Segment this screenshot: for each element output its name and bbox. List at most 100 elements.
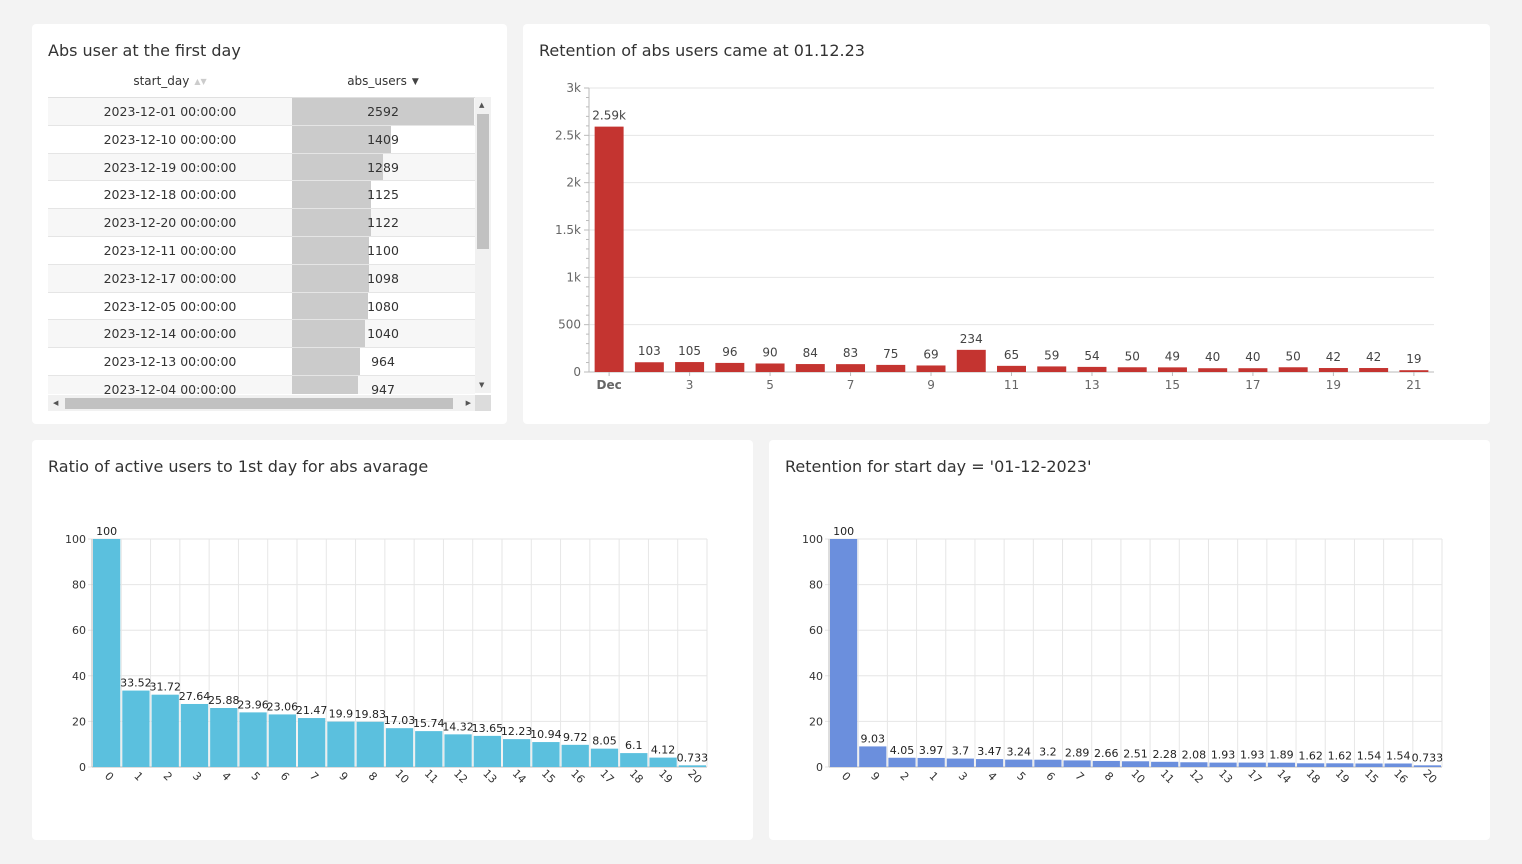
bar (1157, 367, 1187, 372)
table-row[interactable]: 2023-12-10 00:00:00 1409 (48, 125, 475, 154)
cell-abs-users: 1125 (367, 187, 399, 203)
y-tick-label: 2k (566, 176, 581, 190)
bar (1077, 366, 1107, 372)
x-tick-label: 17 (597, 767, 616, 786)
data-label: 42 (1366, 350, 1381, 364)
bar (1413, 765, 1441, 767)
arrow-up-icon[interactable]: ▲ (479, 101, 485, 109)
x-tick-label: 2 (897, 769, 911, 783)
start-day-bar-chart: 0 20 40 60 80 100 100 0 9.03 9 4.05 2 3.97 1 3.7 3 3.47 4… (802, 525, 1444, 786)
x-tick-label: 1 (131, 769, 145, 783)
x-tick-label: 8 (366, 769, 380, 783)
x-tick-label: 4 (985, 769, 999, 783)
bar (675, 362, 705, 372)
data-label: 0.733 (1412, 751, 1444, 764)
data-label: 3.97 (919, 744, 944, 757)
data-label: 12.23 (501, 725, 533, 738)
bar (1238, 762, 1266, 767)
cell-start-day: 2023-12-01 00:00:00 (103, 104, 237, 119)
x-tick-label: 3 (686, 378, 694, 392)
x-tick-label: 14 (1274, 767, 1293, 786)
bar (830, 539, 858, 767)
bar (1092, 760, 1120, 767)
x-tick-label: 10 (1128, 767, 1147, 786)
bar (1209, 762, 1237, 767)
sort-descending-icon[interactable]: ▼ (411, 76, 419, 87)
cell-abs-users: 1040 (367, 326, 399, 342)
bar (1318, 368, 1348, 372)
x-tick-label: 7 (1073, 769, 1087, 783)
data-label: 2.28 (1152, 748, 1177, 761)
x-tick-label: 11 (1158, 767, 1177, 786)
y-tick-label: 100 (65, 533, 86, 546)
table-title: Abs user at the first day (48, 41, 241, 60)
table-row[interactable]: 2023-12-11 00:00:00 1100 (48, 236, 475, 265)
bar (594, 126, 624, 373)
y-tick-label: 40 (809, 670, 823, 683)
cell-start-day: 2023-12-18 00:00:00 (103, 187, 237, 203)
y-tick-label: 100 (802, 533, 823, 546)
bar (649, 757, 677, 767)
x-tick-label: 10 (392, 767, 411, 786)
data-label: 84 (803, 346, 818, 360)
data-label: 19 (1406, 352, 1421, 366)
data-label: 54 (1084, 349, 1099, 363)
data-label: 21.47 (296, 704, 328, 717)
arrow-right-icon[interactable]: ▶ (465, 399, 471, 407)
abs-users-bar (292, 236, 370, 264)
data-label: 0.733 (677, 751, 709, 764)
bar (356, 721, 384, 767)
arrow-down-icon[interactable]: ▼ (479, 381, 485, 389)
ratio-chart-card: Ratio of active users to 1st day for abs… (32, 440, 753, 840)
bar (956, 349, 986, 372)
data-label: 19.83 (354, 708, 386, 721)
x-tick-label: 21 (1406, 378, 1421, 392)
x-tick-label: 19 (1326, 378, 1341, 392)
x-tick-label: 16 (1391, 767, 1410, 786)
table-row[interactable]: 2023-12-13 00:00:00 964 (48, 348, 475, 376)
data-label: 2.89 (1065, 746, 1090, 759)
bar (975, 759, 1004, 767)
vertical-scroll-thumb[interactable] (477, 114, 489, 249)
bar (1005, 759, 1033, 767)
table-row[interactable]: 2023-12-01 00:00:00 2592 (48, 98, 475, 126)
x-tick-label: 17 (1245, 767, 1264, 786)
abs-users-bar (292, 209, 371, 236)
vertical-scrollbar[interactable]: ▲ ▼ (475, 97, 491, 393)
bar (1238, 368, 1268, 372)
data-label: 33.52 (120, 677, 152, 690)
x-tick-label: 7 (847, 378, 855, 392)
column-header-start-day[interactable]: start_day ▲▼ (48, 74, 292, 88)
bar (1355, 763, 1383, 767)
horizontal-scrollbar[interactable]: ◀ ▶ (48, 395, 491, 411)
y-tick-label: 60 (72, 624, 86, 637)
sort-icon[interactable]: ▲▼ (194, 77, 207, 86)
data-label: 13.65 (472, 722, 504, 735)
bar (180, 703, 209, 767)
table-body: 2023-12-01 00:00:00 2592 2023-12-10 00:00:… (48, 97, 475, 394)
table-row[interactable]: 2023-12-14 00:00:00 1040 (48, 320, 475, 349)
data-label: 96 (722, 345, 737, 359)
table-row[interactable]: 2023-12-04 00:00:00 947 (48, 375, 475, 394)
table-row[interactable]: 2023-12-20 00:00:00 1122 (48, 209, 475, 237)
data-label: 23.96 (237, 698, 268, 711)
table-row[interactable]: 2023-12-19 00:00:00 1289 (48, 153, 475, 182)
arrow-left-icon[interactable]: ◀ (53, 399, 59, 407)
x-tick-label: 19 (1333, 767, 1352, 786)
table-row[interactable]: 2023-12-17 00:00:00 1098 (48, 264, 475, 293)
cell-start-day: 2023-12-19 00:00:00 (103, 159, 237, 175)
abs-users-bar (292, 98, 474, 125)
x-tick-label: 9 (868, 769, 882, 783)
column-header-abs-users[interactable]: abs_users ▼ (292, 74, 474, 88)
bar (795, 364, 825, 372)
bar (1384, 763, 1412, 767)
x-tick-label: 15 (1165, 378, 1180, 392)
y-tick-label: 500 (558, 318, 581, 332)
x-tick-label: 13 (480, 767, 499, 786)
horizontal-scroll-thumb[interactable] (65, 398, 453, 409)
table-row[interactable]: 2023-12-05 00:00:00 1080 (48, 292, 475, 321)
cell-start-day: 2023-12-20 00:00:00 (103, 215, 237, 231)
table-row[interactable]: 2023-12-18 00:00:00 1125 (48, 181, 475, 210)
data-label: 59 (1044, 348, 1059, 362)
